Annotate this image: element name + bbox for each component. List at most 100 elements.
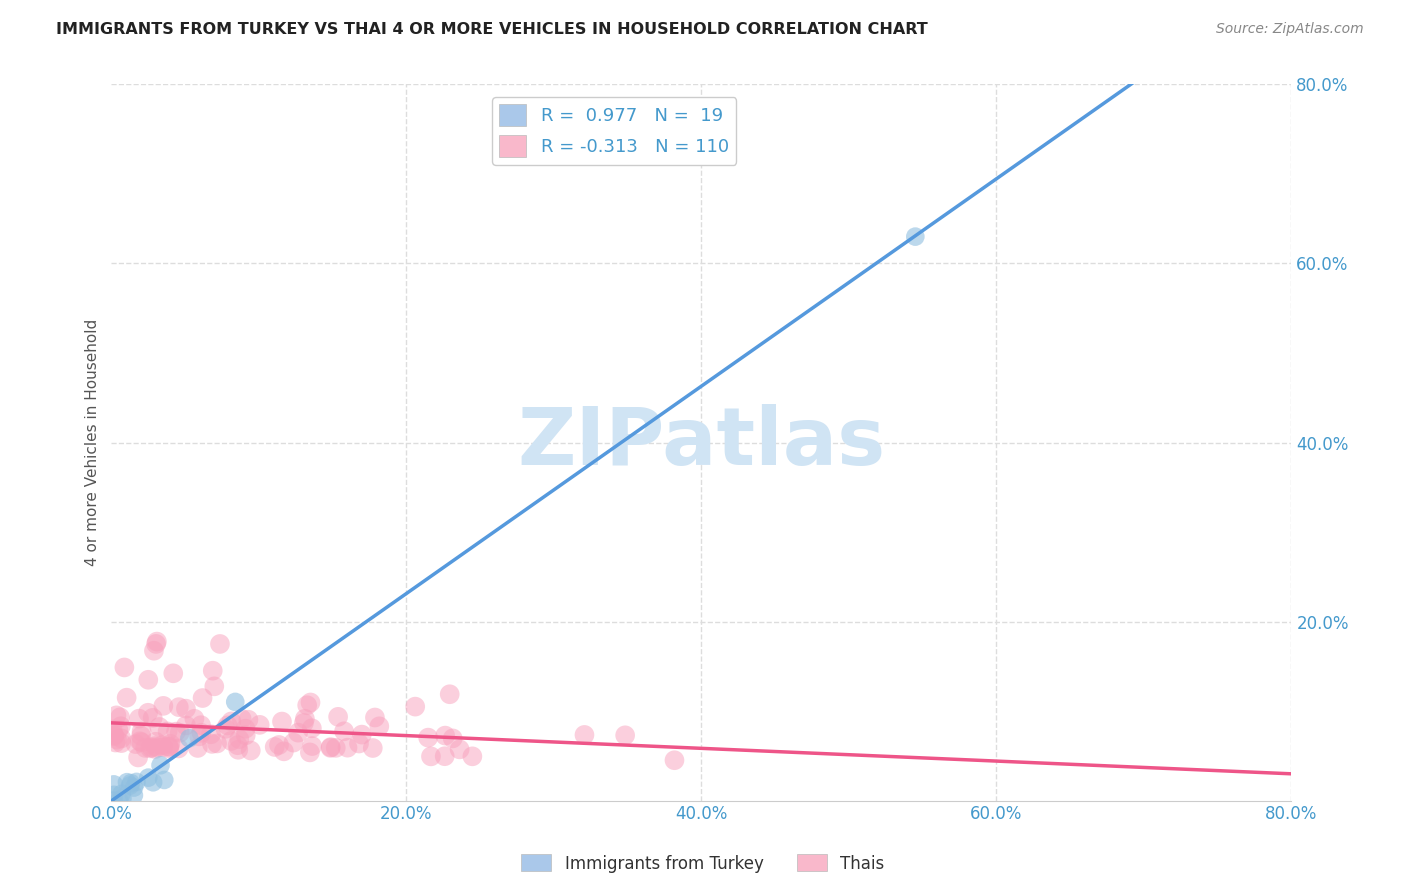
Point: [136, 771, 159, 785]
Point: [157, 739, 180, 754]
Point: [418, 731, 440, 745]
Point: [174, 718, 197, 732]
Point: [263, 739, 285, 754]
Point: [336, 740, 359, 755]
Point: [420, 749, 443, 764]
Text: IMMIGRANTS FROM TURKEY VS THAI 4 OR MORE VEHICLES IN HOUSEHOLD CORRELATION CHART: IMMIGRANTS FROM TURKEY VS THAI 4 OR MORE…: [56, 22, 928, 37]
Point: [287, 725, 309, 739]
Point: [120, 779, 142, 793]
Point: [299, 696, 322, 710]
Point: [111, 791, 134, 805]
Point: [283, 736, 305, 750]
Point: [226, 743, 249, 757]
Point: [142, 775, 165, 789]
Point: [219, 734, 242, 748]
Point: [101, 723, 124, 737]
Point: [271, 714, 294, 729]
Point: [226, 738, 249, 752]
Point: [162, 666, 184, 681]
Point: [165, 724, 187, 739]
Point: [183, 712, 205, 726]
Point: [301, 721, 323, 735]
Point: [319, 740, 342, 755]
Point: [292, 715, 315, 730]
Point: [122, 780, 145, 795]
Point: [201, 737, 224, 751]
Point: [188, 730, 211, 744]
Point: [143, 742, 166, 756]
Point: [110, 787, 132, 801]
Point: [574, 728, 596, 742]
Point: [125, 737, 148, 751]
Point: [128, 712, 150, 726]
Point: [108, 710, 131, 724]
Point: [231, 712, 253, 726]
Point: [191, 691, 214, 706]
Point: [664, 753, 686, 767]
Point: [449, 742, 471, 756]
Legend: R =  0.977   N =  19, R = -0.313   N = 110: R = 0.977 N = 19, R = -0.313 N = 110: [492, 97, 737, 165]
Point: [149, 758, 172, 772]
Point: [174, 701, 197, 715]
Point: [347, 737, 370, 751]
Point: [145, 740, 167, 755]
Point: [152, 738, 174, 752]
Point: [115, 775, 138, 789]
Point: [404, 699, 426, 714]
Point: [235, 728, 257, 742]
Point: [294, 712, 316, 726]
Point: [103, 729, 125, 743]
Point: [187, 741, 209, 756]
Point: [103, 794, 125, 808]
Point: [433, 749, 456, 764]
Point: [614, 728, 637, 742]
Point: [115, 690, 138, 705]
Point: [249, 718, 271, 732]
Point: [122, 789, 145, 803]
Point: [110, 731, 132, 746]
Point: [127, 750, 149, 764]
Point: [167, 741, 190, 756]
Point: [904, 229, 927, 244]
Point: [235, 722, 257, 736]
Point: [141, 740, 163, 755]
Point: [148, 720, 170, 734]
Point: [129, 729, 152, 743]
Point: [217, 718, 239, 732]
Point: [200, 727, 222, 741]
Point: [103, 728, 125, 742]
Point: [439, 687, 461, 701]
Point: [105, 708, 128, 723]
Point: [221, 714, 243, 729]
Point: [103, 788, 125, 802]
Point: [224, 695, 246, 709]
Point: [301, 739, 323, 753]
Point: [434, 729, 457, 743]
Point: [104, 735, 127, 749]
Point: [295, 698, 318, 713]
Point: [142, 711, 165, 725]
Point: [152, 740, 174, 755]
Point: [139, 741, 162, 756]
Point: [157, 741, 180, 756]
Point: [125, 775, 148, 789]
Point: [273, 744, 295, 758]
Point: [167, 700, 190, 714]
Point: [145, 739, 167, 753]
Point: [120, 776, 142, 790]
Text: ZIPatlas: ZIPatlas: [517, 403, 886, 482]
Point: [364, 710, 387, 724]
Point: [214, 722, 236, 736]
Point: [201, 664, 224, 678]
Point: [325, 740, 347, 755]
Point: [105, 732, 128, 747]
Point: [142, 644, 165, 658]
Point: [103, 777, 125, 791]
Text: Source: ZipAtlas.com: Source: ZipAtlas.com: [1216, 22, 1364, 37]
Point: [145, 637, 167, 651]
Point: [146, 634, 169, 648]
Point: [205, 736, 228, 750]
Point: [110, 719, 132, 733]
Point: [131, 735, 153, 749]
Y-axis label: 4 or more Vehicles in Household: 4 or more Vehicles in Household: [86, 319, 100, 566]
